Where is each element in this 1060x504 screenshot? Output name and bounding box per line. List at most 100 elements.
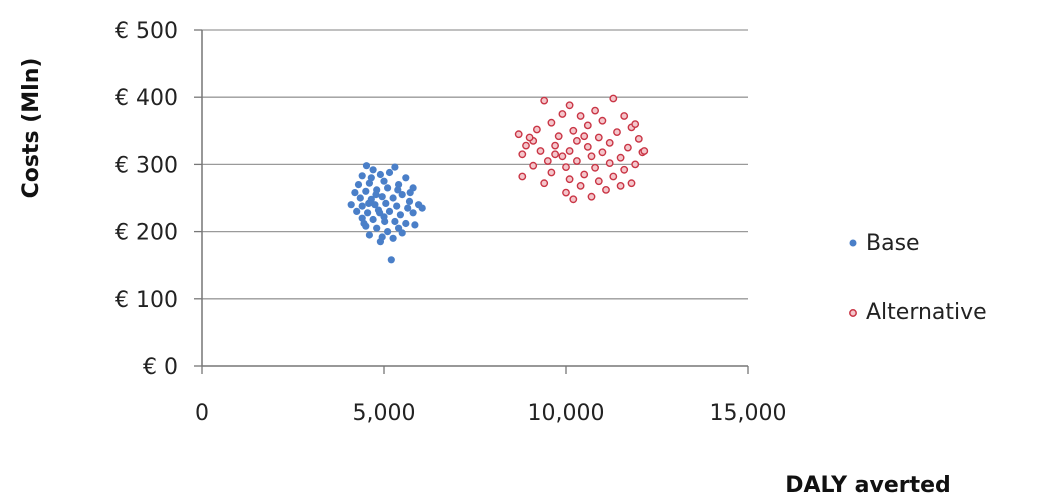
point-alternative: [587, 192, 596, 201]
point-alternative: [613, 128, 621, 137]
point-base: [391, 217, 399, 226]
x-tick-labels: 0 5,000 10,000 15,000: [195, 401, 786, 426]
y-tick-label: € 400: [115, 86, 178, 111]
point-base: [406, 189, 414, 197]
legend-item-base: Base: [849, 231, 920, 256]
point-alternative: [558, 152, 567, 161]
point-base: [384, 228, 392, 236]
legend-label-base: Base: [866, 231, 920, 256]
point-alternative: [565, 147, 574, 155]
point-base: [402, 174, 410, 182]
point-base: [381, 217, 389, 226]
legend-marker-alternative: [849, 309, 857, 317]
point-alternative: [569, 126, 578, 135]
x-tick-label: 0: [195, 401, 209, 426]
point-alternative: [616, 181, 625, 190]
point-alternative: [583, 121, 592, 130]
point-base: [364, 209, 372, 217]
point-alternative: [640, 147, 649, 155]
point-alternative: [525, 133, 534, 142]
point-alternative: [569, 195, 578, 204]
point-base: [411, 221, 419, 229]
point-base: [405, 197, 414, 205]
point-alternative: [543, 157, 552, 165]
point-alternative: [529, 161, 538, 170]
axes: [194, 29, 749, 374]
point-alternative: [554, 132, 563, 141]
point-base: [396, 211, 404, 219]
point-alternative: [609, 172, 618, 181]
point-base: [351, 189, 359, 197]
point-alternative: [576, 181, 585, 190]
point-base: [347, 201, 355, 209]
point-alternative: [620, 165, 629, 174]
point-alternative: [634, 134, 643, 143]
point-alternative: [605, 138, 614, 147]
point-alternative: [598, 148, 607, 157]
point-alternative: [631, 160, 640, 169]
point-alternative: [547, 168, 556, 177]
point-base: [356, 194, 364, 202]
point-base: [391, 163, 399, 171]
point-alternative: [616, 153, 625, 162]
point-base: [380, 177, 388, 185]
point-base: [389, 194, 397, 202]
point-alternative: [627, 179, 636, 188]
point-alternative: [558, 110, 567, 118]
point-alternative: [551, 141, 559, 150]
point-alternative: [540, 96, 549, 105]
point-base: [365, 231, 373, 239]
point-base: [378, 193, 386, 201]
point-base: [373, 224, 381, 232]
point-base: [398, 191, 406, 199]
point-base: [418, 204, 426, 212]
point-alternative: [609, 94, 618, 103]
y-tick-label: € 300: [115, 153, 178, 178]
data-points: [347, 94, 649, 264]
point-base: [354, 181, 363, 189]
x-tick-label: 5,000: [353, 401, 416, 426]
point-base: [358, 202, 366, 210]
point-alternative: [565, 101, 574, 110]
point-base: [402, 219, 410, 228]
point-alternative: [594, 133, 603, 142]
point-alternative: [518, 150, 527, 159]
point-alternative: [573, 136, 581, 145]
legend-marker-base: [849, 239, 857, 247]
point-base: [394, 186, 402, 194]
point-base: [358, 172, 366, 180]
point-alternative: [598, 116, 607, 125]
point-base: [365, 179, 373, 187]
point-alternative: [580, 170, 589, 179]
point-base: [367, 174, 375, 182]
point-alternative: [594, 177, 603, 186]
y-axis-title: Costs (Mln): [19, 58, 44, 199]
legend-label-alternative: Alternative: [866, 300, 987, 325]
point-alternative: [573, 157, 581, 165]
x-axis-title: DALY averted: [785, 473, 951, 498]
point-base: [404, 204, 412, 212]
gridlines: [202, 29, 748, 300]
y-tick-labels: € 0 € 100 € 200 € 300 € 400 € 500: [115, 19, 178, 380]
y-tick-label: € 200: [115, 221, 178, 246]
point-base: [365, 199, 373, 207]
point-base: [398, 229, 406, 237]
point-base: [369, 215, 377, 224]
x-tick-label: 15,000: [710, 401, 787, 426]
point-alternative: [565, 175, 574, 184]
point-base: [372, 191, 380, 199]
point-base: [371, 201, 379, 209]
point-alternative: [518, 172, 527, 181]
point-alternative: [533, 125, 541, 134]
point-base: [387, 256, 395, 264]
point-base: [369, 166, 377, 174]
point-alternative: [620, 112, 629, 120]
point-base: [385, 168, 394, 177]
point-base: [376, 238, 384, 246]
point-base: [360, 219, 368, 228]
point-alternative: [547, 118, 556, 127]
point-base: [376, 170, 384, 179]
y-tick-label: € 500: [115, 19, 178, 44]
point-base: [395, 181, 403, 189]
